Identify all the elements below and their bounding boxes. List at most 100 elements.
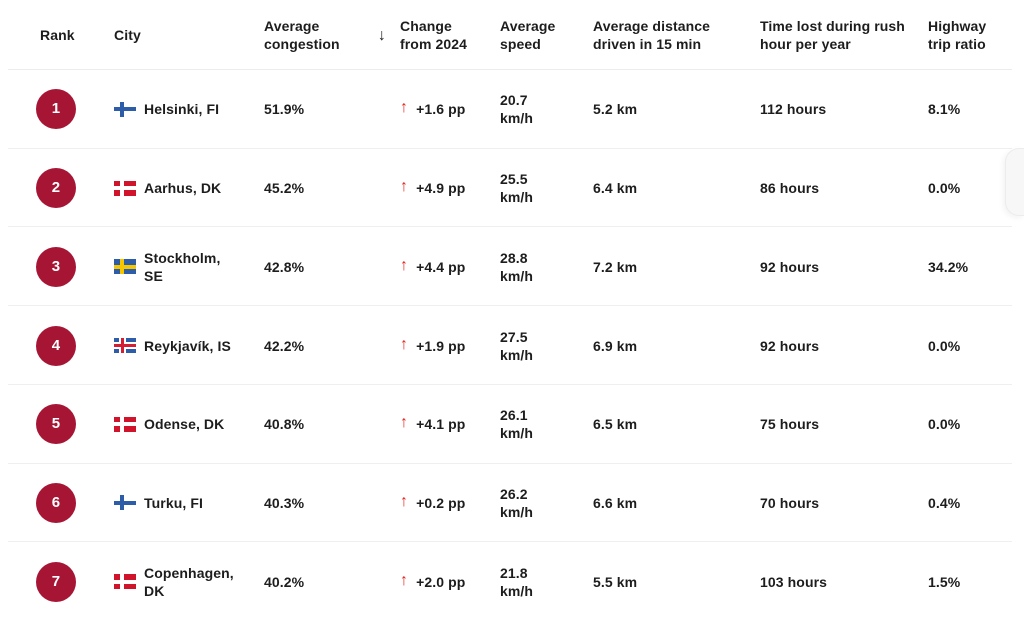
rank-badge: 1 bbox=[36, 89, 76, 130]
table-row[interactable]: 7 Copenhagen, DK 40.2% ↑ +2.0 pp 21.8 km… bbox=[0, 542, 1024, 621]
average-congestion-value: 42.2% bbox=[264, 337, 305, 354]
column-header-city[interactable]: City bbox=[114, 27, 141, 43]
column-header-time-lost[interactable]: Time lost during rush hour per year bbox=[760, 18, 905, 52]
rank-badge: 4 bbox=[36, 325, 76, 366]
increase-arrow-icon: ↑ bbox=[400, 178, 409, 196]
column-header-label: Average congestion bbox=[264, 18, 340, 52]
average-distance-value: 7.2 km bbox=[593, 258, 638, 275]
increase-arrow-icon: ↑ bbox=[400, 492, 409, 510]
city-name: Turku, FI bbox=[144, 494, 203, 511]
highway-trip-ratio-value: 0.0% bbox=[928, 180, 961, 197]
change-from-2024-value: +4.4 pp bbox=[416, 258, 466, 275]
column-header-average-distance[interactable]: Average distance driven in 15 min bbox=[593, 18, 711, 52]
highway-trip-ratio-value: 1.5% bbox=[928, 573, 961, 590]
time-lost-value: 70 hours bbox=[760, 494, 820, 511]
average-congestion-value: 40.3% bbox=[264, 494, 305, 511]
rank-badge: 5 bbox=[36, 404, 76, 445]
average-speed-value: 26.2 km/h bbox=[500, 485, 534, 520]
average-speed-value: 20.7 km/h bbox=[500, 92, 534, 127]
increase-arrow-icon: ↑ bbox=[400, 99, 409, 117]
is-country-flag-icon bbox=[114, 338, 136, 354]
time-lost-value: 86 hours bbox=[760, 180, 820, 197]
increase-arrow-icon: ↑ bbox=[400, 571, 409, 589]
rank-number: 7 bbox=[51, 572, 61, 590]
average-distance-value: 6.4 km bbox=[593, 180, 638, 197]
highway-trip-ratio-value: 8.1% bbox=[928, 101, 961, 118]
rank-number: 2 bbox=[51, 179, 61, 197]
change-from-2024-value: +4.1 pp bbox=[416, 416, 466, 433]
city-link[interactable]: Turku, FI bbox=[114, 494, 264, 512]
column-header-change-from-2024[interactable]: Change from 2024 bbox=[400, 18, 468, 52]
time-lost-value: 112 hours bbox=[760, 101, 827, 118]
column-header-rank[interactable]: Rank bbox=[40, 27, 75, 43]
dk-country-flag-icon bbox=[114, 416, 136, 432]
time-lost-value: 92 hours bbox=[760, 258, 820, 275]
dk-country-flag-icon bbox=[114, 574, 136, 590]
table-row[interactable]: 3 Stockholm, SE 42.8% ↑ +4.4 pp 28.8 km/… bbox=[0, 227, 1024, 306]
table-row[interactable]: 5 Odense, DK 40.8% ↑ +4.1 pp 26.1 km/h 6… bbox=[0, 385, 1024, 464]
city-link[interactable]: Aarhus, DK bbox=[114, 179, 264, 197]
average-distance-value: 6.5 km bbox=[593, 416, 638, 433]
rank-number: 1 bbox=[51, 100, 61, 118]
average-congestion-value: 40.8% bbox=[264, 416, 305, 433]
column-header-highway-trip-ratio[interactable]: Highway trip ratio bbox=[928, 18, 987, 52]
rank-number: 5 bbox=[51, 415, 61, 433]
time-lost-value: 75 hours bbox=[760, 416, 820, 433]
increase-arrow-icon: ↑ bbox=[400, 335, 409, 353]
sort-descending-icon[interactable]: ↓ bbox=[377, 27, 386, 44]
average-congestion-value: 51.9% bbox=[264, 101, 305, 118]
average-distance-value: 6.9 km bbox=[593, 337, 638, 354]
city-link[interactable]: Reykjavík, IS bbox=[114, 337, 264, 355]
time-lost-value: 92 hours bbox=[760, 337, 820, 354]
average-distance-value: 5.5 km bbox=[593, 573, 638, 590]
city-link[interactable]: Odense, DK bbox=[114, 415, 264, 433]
column-header-average-speed[interactable]: Average speed bbox=[500, 18, 556, 52]
rank-number: 3 bbox=[51, 257, 61, 275]
increase-arrow-icon: ↑ bbox=[400, 414, 409, 432]
city-name: Aarhus, DK bbox=[144, 180, 222, 197]
city-name: Stockholm, SE bbox=[144, 249, 221, 284]
time-lost-value: 103 hours bbox=[760, 573, 828, 590]
average-speed-value: 28.8 km/h bbox=[500, 249, 534, 284]
change-from-2024-value: +1.6 pp bbox=[416, 101, 466, 118]
table-row[interactable]: 6 Turku, FI 40.3% ↑ +0.2 pp 26.2 km/h 6.… bbox=[0, 464, 1024, 543]
increase-arrow-icon: ↑ bbox=[400, 256, 409, 274]
average-speed-value: 25.5 km/h bbox=[500, 171, 534, 206]
right-edge-widget[interactable] bbox=[1005, 148, 1024, 216]
city-name: Reykjavík, IS bbox=[144, 337, 231, 354]
change-from-2024-value: +2.0 pp bbox=[416, 573, 466, 590]
highway-trip-ratio-value: 34.2% bbox=[928, 258, 969, 275]
change-from-2024-value: +4.9 pp bbox=[416, 180, 466, 197]
rank-badge: 3 bbox=[36, 246, 76, 287]
table-header-row: Rank City Average congestion ↓ Change fr… bbox=[0, 0, 1024, 70]
se-country-flag-icon bbox=[114, 259, 136, 275]
city-link[interactable]: Copenhagen, DK bbox=[114, 564, 264, 600]
rank-badge: 2 bbox=[36, 168, 76, 209]
city-name: Odense, DK bbox=[144, 416, 225, 433]
change-from-2024-value: +1.9 pp bbox=[416, 337, 466, 354]
average-speed-value: 26.1 km/h bbox=[500, 407, 534, 442]
fi-country-flag-icon bbox=[114, 101, 136, 117]
city-name: Helsinki, FI bbox=[144, 101, 220, 118]
average-congestion-value: 45.2% bbox=[264, 180, 305, 197]
city-link[interactable]: Helsinki, FI bbox=[114, 100, 264, 118]
table-row[interactable]: 4 Reykjavík, IS 42.2% ↑ +1.9 pp 27.5 km/… bbox=[0, 306, 1024, 385]
average-distance-value: 6.6 km bbox=[593, 494, 638, 511]
highway-trip-ratio-value: 0.0% bbox=[928, 416, 961, 433]
table-row[interactable]: 2 Aarhus, DK 45.2% ↑ +4.9 pp 25.5 km/h 6… bbox=[0, 149, 1024, 228]
highway-trip-ratio-value: 0.0% bbox=[928, 337, 961, 354]
rank-number: 4 bbox=[51, 336, 61, 354]
city-link[interactable]: Stockholm, SE bbox=[114, 249, 264, 285]
average-congestion-value: 40.2% bbox=[264, 573, 305, 590]
table-row[interactable]: 1 Helsinki, FI 51.9% ↑ +1.6 pp 20.7 km/h… bbox=[0, 70, 1024, 149]
average-speed-value: 21.8 km/h bbox=[500, 564, 534, 599]
table-body: 1 Helsinki, FI 51.9% ↑ +1.6 pp 20.7 km/h… bbox=[0, 70, 1024, 621]
column-header-average-congestion[interactable]: Average congestion ↓ bbox=[264, 17, 400, 53]
dk-country-flag-icon bbox=[114, 180, 136, 196]
highway-trip-ratio-value: 0.4% bbox=[928, 494, 961, 511]
average-congestion-value: 42.8% bbox=[264, 258, 305, 275]
rank-badge: 7 bbox=[36, 561, 76, 602]
change-from-2024-value: +0.2 pp bbox=[416, 494, 466, 511]
